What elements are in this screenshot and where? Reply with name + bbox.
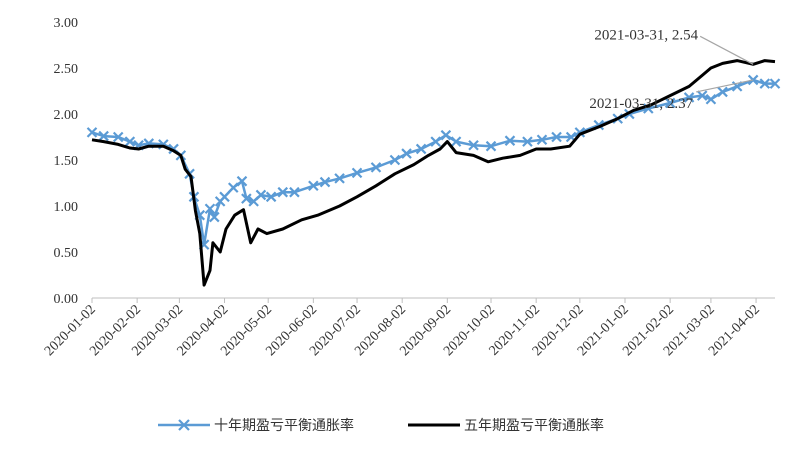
data-point-marker [759, 78, 771, 89]
data-point-marker [717, 86, 728, 98]
y-tick-label: 1.00 [54, 200, 79, 215]
annotation-leader-line [699, 35, 754, 65]
data-point-marker [468, 140, 479, 151]
annotation-layer: 2021-03-31, 2.54 2021-03-31, 2.37 [589, 27, 754, 112]
data-point-marker [289, 186, 300, 198]
data-point-marker [112, 131, 124, 143]
data-point-marker [769, 78, 781, 89]
data-point-marker [430, 136, 441, 147]
chart-legend: 十年期盈亏平衡通胀率 五年期盈亏平衡通胀率 [158, 417, 604, 434]
data-point-marker [334, 173, 345, 184]
legend-item-ten-year: 十年期盈亏平衡通胀率 [158, 417, 354, 434]
y-tick-label: 3.00 [54, 16, 79, 31]
series-line [91, 59, 776, 287]
data-point-marker [124, 136, 136, 147]
data-point-marker [351, 167, 363, 179]
data-point-marker [209, 211, 220, 223]
data-point-marker [747, 74, 759, 86]
data-point-marker [574, 127, 586, 138]
data-point-marker [440, 129, 452, 141]
data-point-marker [415, 143, 427, 155]
legend-label: 十年期盈亏平衡通胀率 [214, 417, 354, 434]
data-point-marker [522, 136, 533, 147]
data-point-marker [319, 176, 331, 188]
y-tick-label: 2.50 [54, 62, 79, 77]
data-point-marker [485, 140, 497, 152]
data-label: 2021-03-31, 2.37 [589, 96, 693, 112]
data-point-marker [255, 189, 267, 201]
data-point-marker [219, 191, 230, 203]
data-point-marker [236, 175, 248, 187]
y-tick-label: 0.00 [54, 292, 79, 307]
data-point-marker [664, 97, 676, 109]
data-point-marker [504, 135, 516, 146]
y-tick-label: 1.50 [54, 154, 79, 169]
data-point-marker [401, 148, 412, 159]
data-point-marker [705, 94, 717, 105]
data-point-marker [277, 186, 289, 198]
data-point-marker [241, 193, 252, 204]
data-label: 2021-03-31, 2.54 [594, 27, 698, 43]
legend-label: 五年期盈亏平衡通胀率 [464, 417, 604, 434]
x-axis: 2020-01-022020-02-022020-03-022020-04-02… [42, 297, 775, 359]
y-axis: 0.00 0.50 1.00 1.50 2.00 2.50 3.00 [54, 16, 79, 307]
data-point-marker [204, 203, 216, 215]
legend-item-five-year: 五年期盈亏平衡通胀率 [408, 417, 604, 434]
legend-x-marker [178, 419, 190, 431]
data-point-marker [389, 154, 401, 166]
data-point-marker [450, 136, 462, 147]
data-point-marker [308, 180, 319, 192]
data-point-marker [696, 90, 708, 101]
data-point-marker [98, 130, 109, 142]
annotation-leader-line [696, 79, 754, 93]
y-tick-label: 0.50 [54, 246, 79, 261]
data-point-marker [370, 162, 382, 173]
data-point-marker [683, 92, 695, 103]
data-point-marker [86, 127, 98, 138]
data-point-marker [265, 191, 277, 203]
y-tick-label: 2.00 [54, 108, 79, 123]
data-point-marker [227, 182, 239, 193]
series-layer [86, 59, 781, 287]
series-1 [91, 59, 776, 287]
data-point-marker [536, 134, 548, 146]
data-point-marker [551, 131, 562, 143]
